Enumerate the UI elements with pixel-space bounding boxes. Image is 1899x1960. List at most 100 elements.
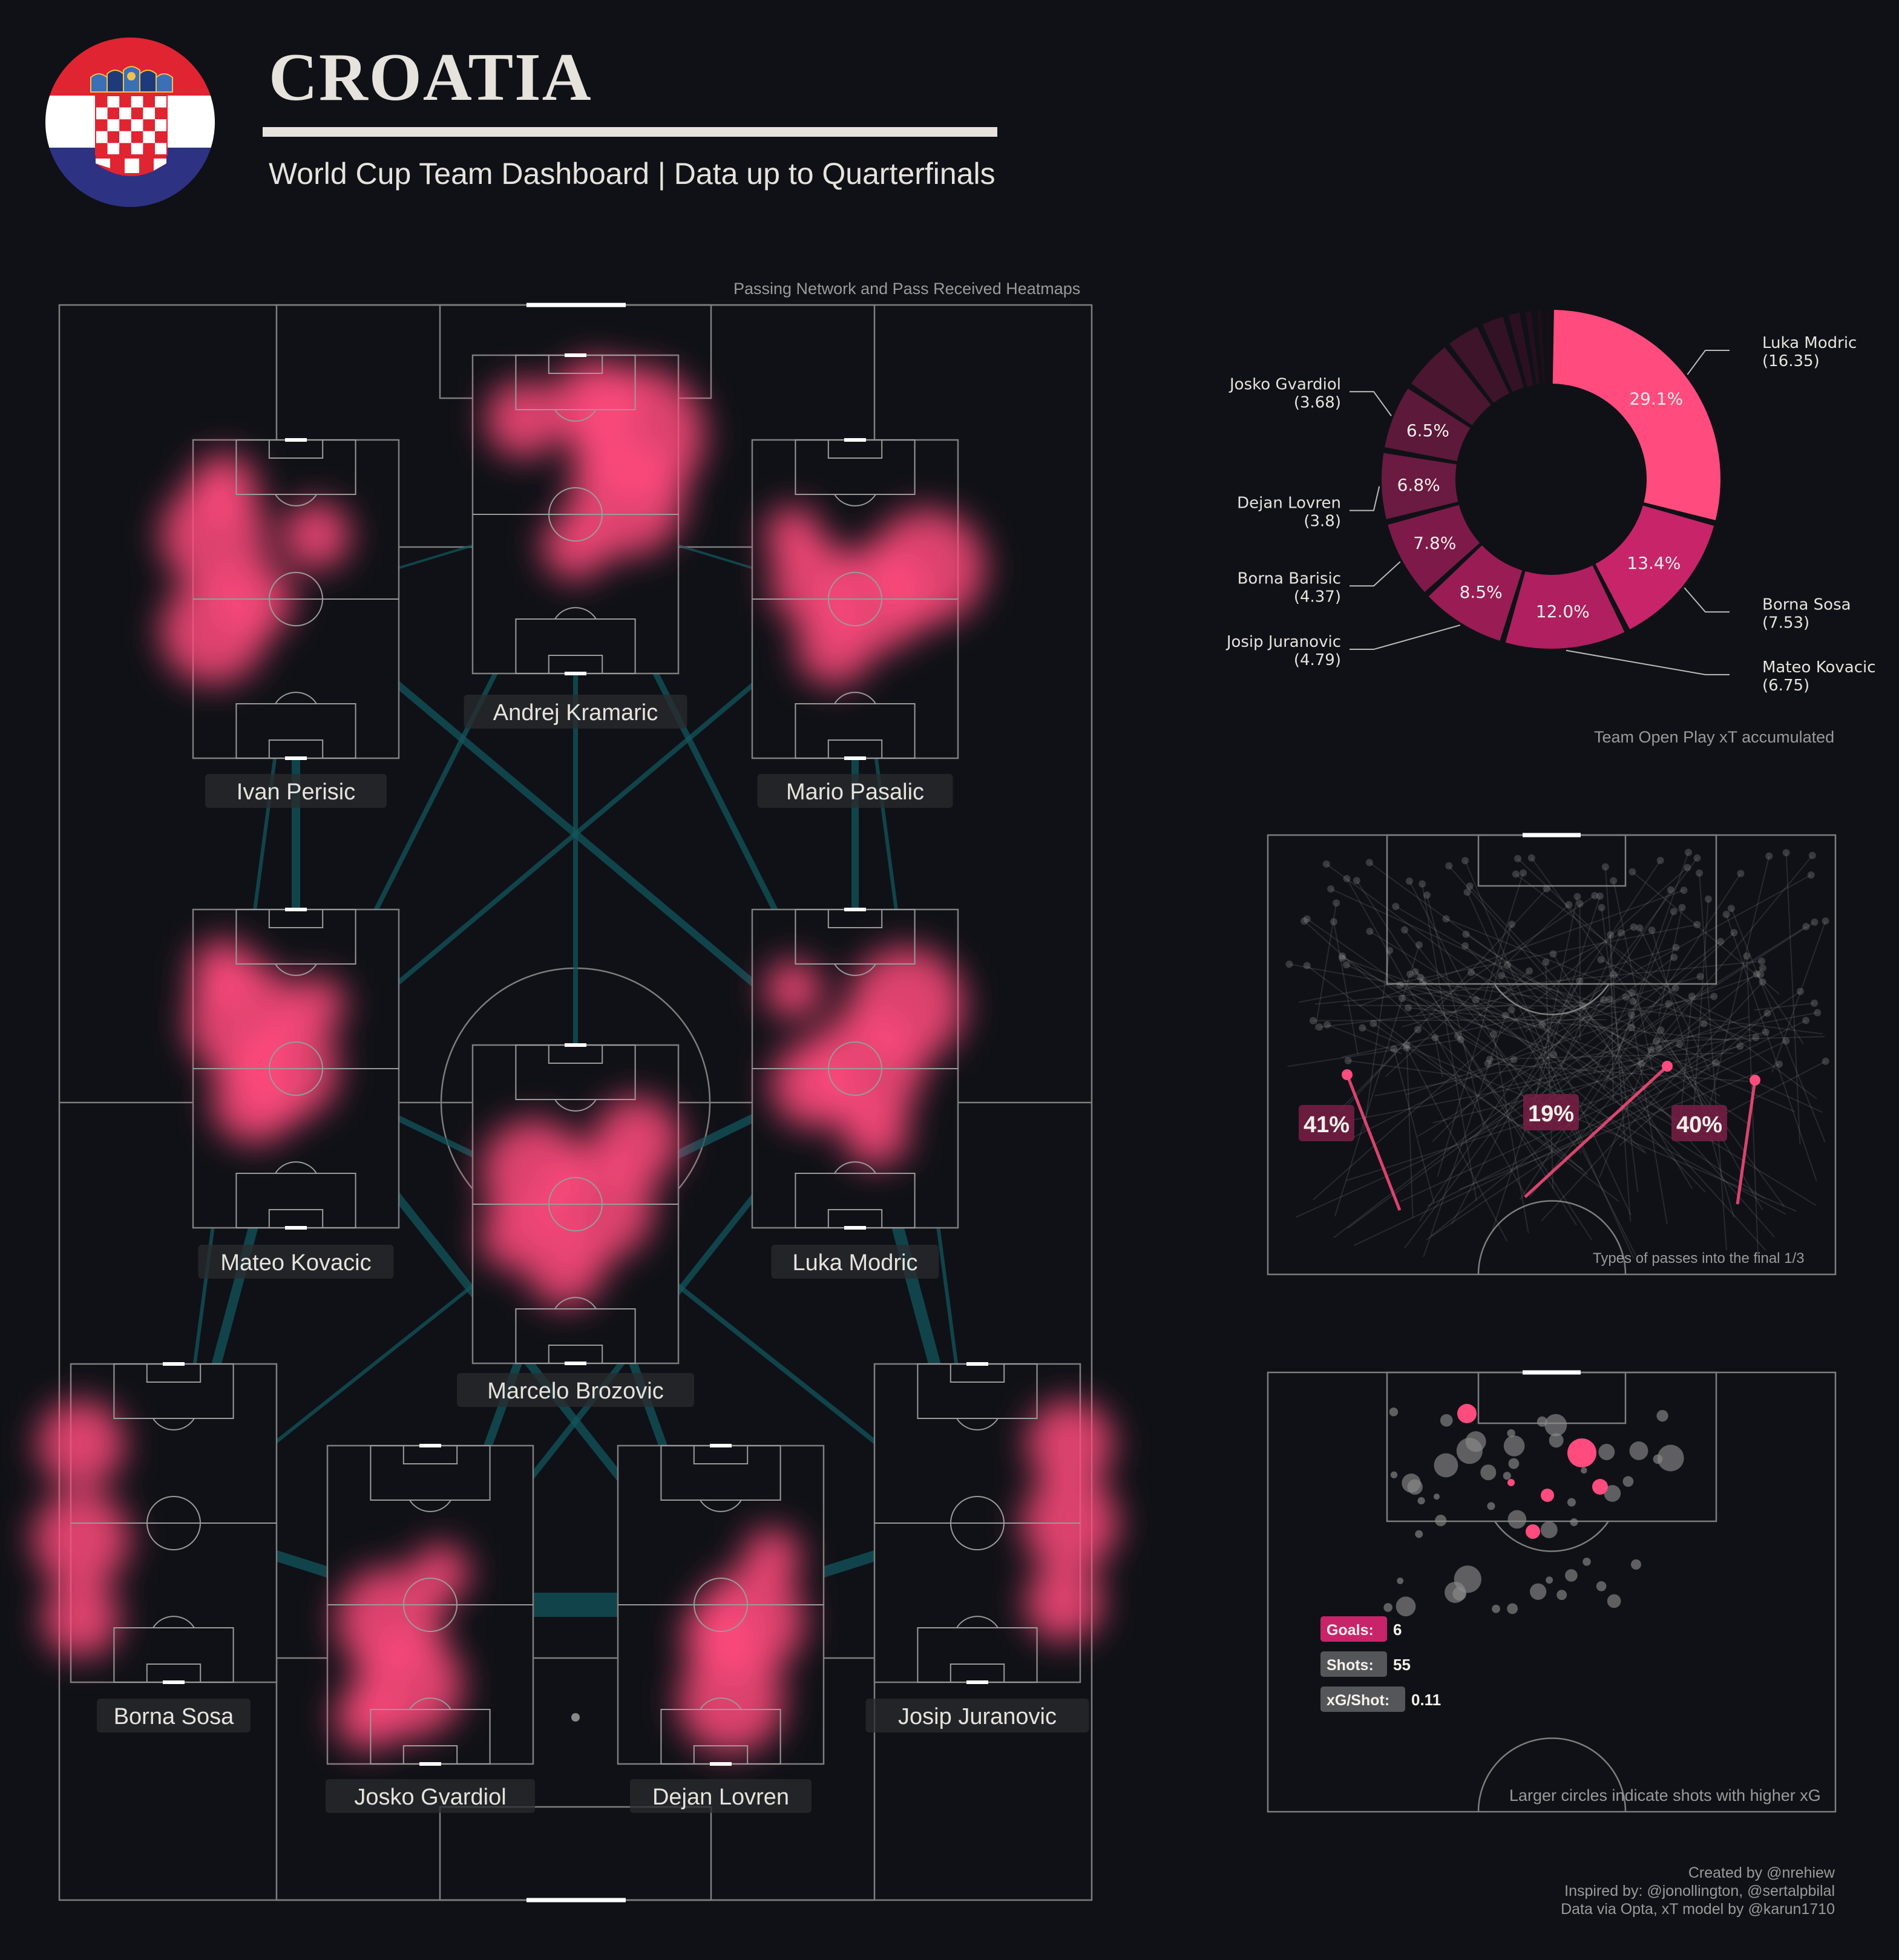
pass-line bbox=[1400, 984, 1553, 1032]
pass-line bbox=[1359, 890, 1684, 1007]
crest-square bbox=[119, 119, 131, 131]
crest-square bbox=[96, 131, 108, 143]
pass-end bbox=[1808, 851, 1816, 859]
penalty-arc bbox=[554, 1099, 597, 1112]
heat-blob bbox=[594, 1096, 681, 1184]
pass-end bbox=[1693, 854, 1701, 862]
pass-end bbox=[1323, 1021, 1331, 1029]
shot-point bbox=[1598, 1444, 1615, 1460]
donut-player-xt: (4.79) bbox=[1294, 651, 1341, 669]
pass-end bbox=[1417, 974, 1425, 982]
pass-line bbox=[1295, 1043, 1681, 1218]
crest-square bbox=[107, 131, 120, 143]
pass-end bbox=[1600, 996, 1608, 1004]
pass-line bbox=[1327, 1024, 1402, 1055]
pass-line bbox=[1536, 932, 1735, 1111]
xt-donut-chart: 29.1% Luka Modric(16.35) 13.4% Borna Sosa(7… bbox=[1225, 310, 1876, 695]
pass-line bbox=[1333, 922, 1359, 1055]
pass-end bbox=[1636, 924, 1644, 932]
pass-end bbox=[1676, 1040, 1684, 1048]
donut-slice-label: 7.8% bbox=[1413, 533, 1456, 553]
pass-line bbox=[1402, 946, 1676, 1028]
average-pass-arrow bbox=[1736, 1080, 1757, 1205]
pass-line bbox=[1756, 974, 1804, 1044]
mini-pitch bbox=[33, 1362, 278, 1684]
pass-end bbox=[1628, 1011, 1636, 1019]
heatmap bbox=[335, 1544, 470, 1751]
crest-crown bbox=[139, 70, 157, 93]
final-third-pitch bbox=[1267, 833, 1837, 1276]
goal-point bbox=[1567, 1438, 1596, 1467]
heat-blob bbox=[682, 1598, 759, 1676]
donut-player-xt: (4.37) bbox=[1294, 588, 1341, 606]
pass-end bbox=[1392, 902, 1400, 910]
pass-end bbox=[1610, 971, 1618, 978]
pass-end bbox=[1796, 988, 1804, 995]
shot-point bbox=[1389, 1407, 1399, 1417]
shot-point bbox=[1549, 1433, 1564, 1448]
pass-line bbox=[1601, 907, 1639, 1192]
pass-line bbox=[1469, 885, 1662, 1093]
pass-line bbox=[1319, 1004, 1514, 1028]
pass-end bbox=[1415, 941, 1423, 949]
player-label: Josip Juranovic bbox=[898, 1704, 1057, 1729]
donut-player-xt: (16.35) bbox=[1762, 352, 1820, 370]
donut-leader-line bbox=[1350, 561, 1401, 587]
pass-line bbox=[1347, 987, 1676, 1229]
pass-line bbox=[1658, 1026, 1679, 1049]
heat-blob bbox=[553, 359, 640, 447]
shot-point bbox=[1657, 1444, 1684, 1472]
donut-player-name: Mateo Kovacic bbox=[1762, 658, 1876, 677]
pass-line bbox=[1314, 903, 1337, 1030]
crest-square bbox=[155, 96, 167, 108]
pass-end bbox=[1753, 970, 1760, 978]
crest-square bbox=[131, 131, 143, 143]
pass-end bbox=[1338, 954, 1346, 962]
pass-end bbox=[1512, 870, 1520, 878]
player-label: Mario Pasalic bbox=[786, 779, 924, 805]
pass-line bbox=[1385, 904, 1570, 1077]
pass-end bbox=[1565, 901, 1573, 909]
pass-end bbox=[1647, 1046, 1655, 1054]
pass-line bbox=[1363, 950, 1391, 1131]
pass-end bbox=[1322, 860, 1330, 868]
pass-end bbox=[1327, 885, 1335, 893]
shot-point bbox=[1487, 1502, 1495, 1510]
donut-slice bbox=[1525, 310, 1540, 385]
player-label: Marcelo Brozovic bbox=[487, 1378, 663, 1404]
heat-blob bbox=[764, 960, 822, 1018]
average-pass-arrow bbox=[1524, 1065, 1668, 1198]
pass-end bbox=[1607, 931, 1615, 939]
shot-point bbox=[1433, 1493, 1440, 1500]
crest-square bbox=[96, 143, 108, 155]
pass-line bbox=[1639, 928, 1711, 1072]
donut-leader-line bbox=[1350, 624, 1461, 651]
pass-line bbox=[1619, 1012, 1768, 1147]
pass-line bbox=[1466, 891, 1635, 1259]
pass-line bbox=[1599, 1003, 1670, 1178]
pass-line bbox=[1483, 873, 1524, 1000]
crest-tip-square bbox=[125, 159, 139, 173]
crest-square bbox=[143, 131, 155, 143]
pass-end bbox=[1782, 1037, 1790, 1045]
pass-line bbox=[1346, 878, 1526, 1195]
pass-end bbox=[1461, 857, 1469, 865]
pass-share-label: 41% bbox=[1304, 1112, 1350, 1138]
pass-line bbox=[1287, 1038, 1461, 1067]
shot-point bbox=[1653, 1454, 1663, 1464]
heatmap bbox=[678, 1528, 805, 1754]
shot-point bbox=[1415, 1530, 1423, 1538]
heat-blob bbox=[842, 1098, 910, 1167]
player-label: Josko Gvardiol bbox=[354, 1785, 506, 1810]
pass-end bbox=[1419, 978, 1427, 986]
pass-end bbox=[1763, 1009, 1771, 1017]
crest-square bbox=[107, 107, 120, 120]
pass-end bbox=[1672, 943, 1680, 951]
penalty-arc bbox=[275, 963, 317, 976]
donut-player-xt: (7.53) bbox=[1762, 614, 1809, 632]
pass-line bbox=[1471, 972, 1796, 1113]
penalty-arc bbox=[153, 1616, 195, 1628]
pass-end bbox=[1822, 917, 1829, 925]
pass-end bbox=[1693, 920, 1701, 928]
